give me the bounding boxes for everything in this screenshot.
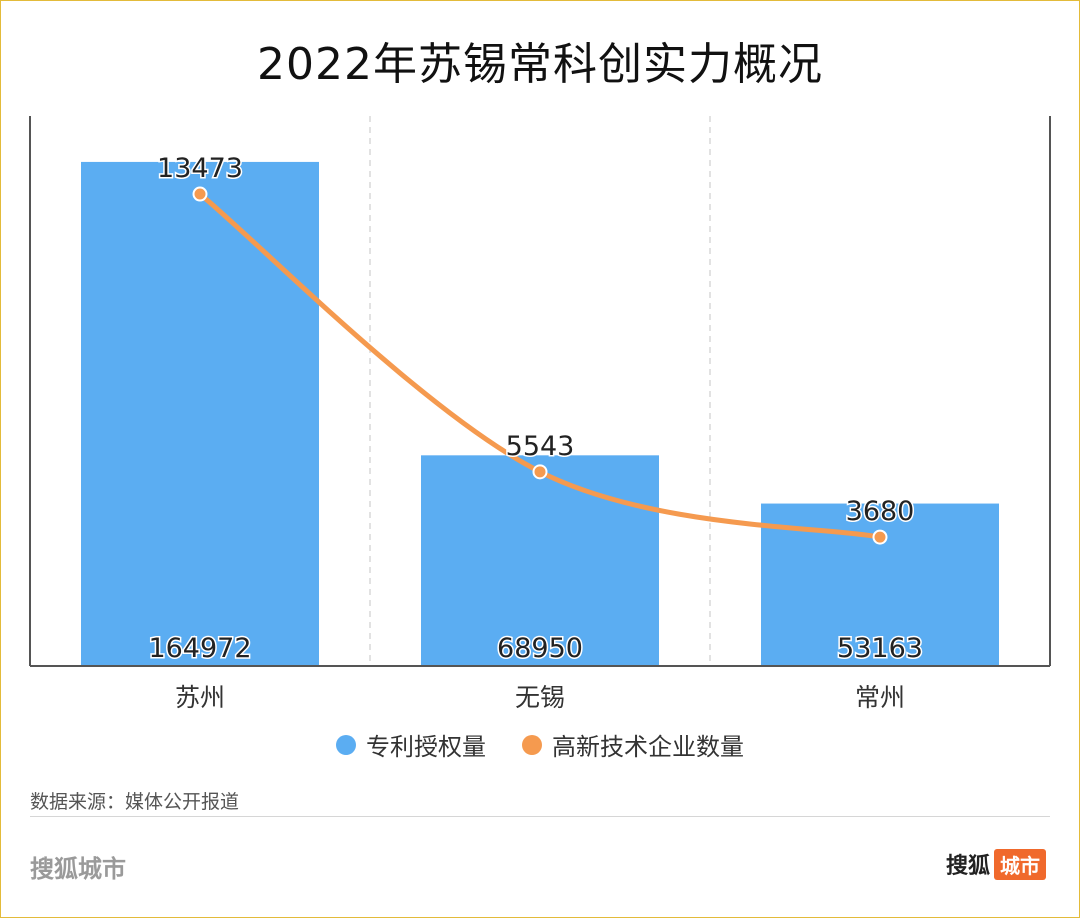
footer-divider [30, 816, 1050, 817]
bar [421, 455, 659, 666]
x-tick-label: 苏州 [175, 683, 225, 712]
line-value-label: 5543 [506, 431, 575, 462]
footer-logo: 搜狐 城市 [946, 848, 1046, 880]
line-value-label: 3680 [846, 496, 915, 527]
legend: 专利授权量 高新技术企业数量 [0, 727, 1080, 762]
line-point [532, 464, 548, 480]
legend-item-line: 高新技术企业数量 [522, 727, 744, 762]
legend-swatch-bar [336, 734, 356, 755]
line-value-label: 13473 [157, 153, 243, 184]
source-note: 数据来源：媒体公开报道 [30, 791, 240, 813]
footer-brand-text: 搜狐城市 [30, 855, 126, 883]
line-point [872, 529, 888, 545]
footer-logo-text: 搜狐 [945, 854, 990, 879]
legend-swatch-line [522, 734, 542, 755]
line-series [197, 191, 883, 540]
x-tick-label: 无锡 [515, 683, 565, 712]
bar-value-label: 68950 [497, 633, 583, 664]
bar-value-label: 164972 [148, 633, 251, 664]
legend-label-bar: 专利授权量 [366, 733, 486, 761]
line-point [192, 186, 208, 202]
chart-svg: 164972 68950 53163 苏州 无锡 常州 13473 5543 3680 [29, 116, 1051, 712]
x-tick-label: 常州 [855, 683, 905, 712]
footer-logo-badge: 城市 [994, 848, 1046, 880]
chart-title: 2022年苏锡常科创实力概况 [257, 39, 823, 90]
bar [81, 161, 319, 666]
legend-label-line: 高新技术企业数量 [552, 733, 744, 761]
bar-value-label: 53163 [837, 633, 923, 664]
legend-item-bar: 专利授权量 [336, 727, 486, 762]
